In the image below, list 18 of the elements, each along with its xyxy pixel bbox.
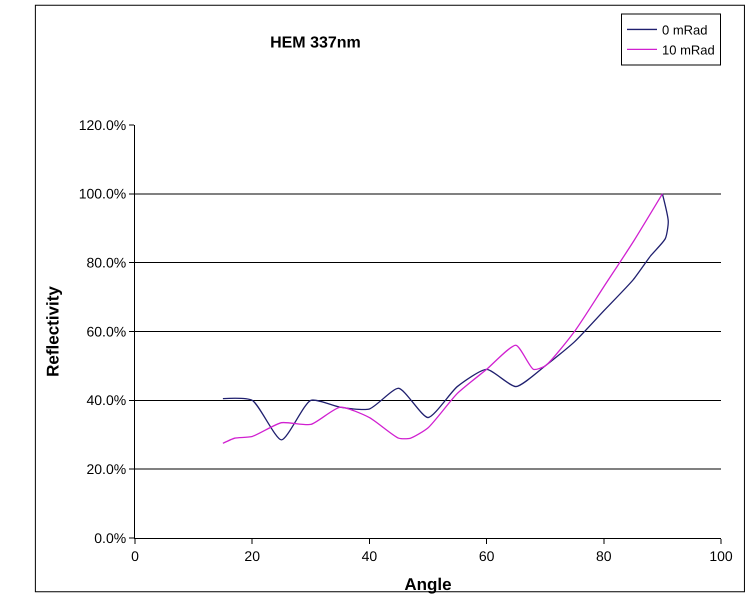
y-tick-label: 100.0% xyxy=(78,186,126,202)
y-tick-label: 40.0% xyxy=(86,392,126,408)
x-axis-title: Angle xyxy=(404,575,452,594)
y-tick-label: 80.0% xyxy=(86,254,126,271)
y-tick-label: 20.0% xyxy=(86,461,126,478)
x-tick-label: 40 xyxy=(362,548,378,564)
y-axis-title: Reflectivity xyxy=(43,286,62,377)
y-tick-label: 0.0% xyxy=(94,530,126,546)
legend-label: 10 mRad xyxy=(662,42,715,58)
x-tick-label: 0 xyxy=(131,548,140,564)
y-tick-label: 60.0% xyxy=(86,323,126,340)
x-tick-label: 60 xyxy=(478,548,495,564)
x-tick-label: 20 xyxy=(244,548,260,564)
x-tick-label: 100 xyxy=(709,548,733,564)
y-tick-label: 120.0% xyxy=(78,116,126,133)
x-tick-label: 80 xyxy=(596,548,612,564)
legend-label: 0 mRad xyxy=(662,22,708,38)
chart-title: HEM 337nm xyxy=(270,34,361,52)
